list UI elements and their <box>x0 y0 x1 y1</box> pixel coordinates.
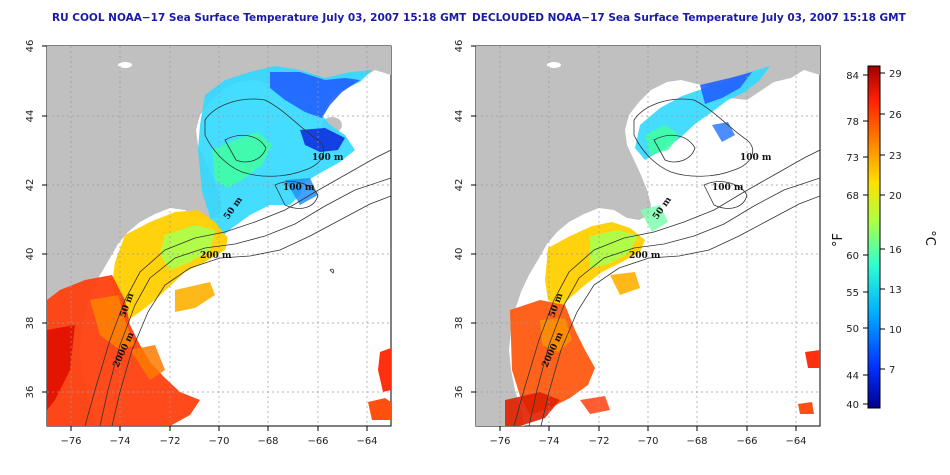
x-tick-label: −64 <box>785 436 806 447</box>
c-tick-label: 29 <box>889 69 902 80</box>
left-map-panel: 100 m 100 m 50 m 200 m 50 m 2000 m −76 −… <box>25 40 392 447</box>
contour-label: 100 m <box>312 153 344 163</box>
right-panel-title: DECLOUDED NOAA−17 Sea Surface Temperatur… <box>472 12 907 24</box>
y-tick-label: 44 <box>454 110 465 123</box>
bathymetry-contours <box>84 98 391 426</box>
sst-gulf-of-maine <box>198 66 372 238</box>
x-tick-label: −66 <box>736 436 757 447</box>
colorbar-gradient <box>867 65 881 409</box>
f-tick-label: 60 <box>846 251 859 262</box>
y-tick-label: 36 <box>454 386 465 399</box>
y-tick-label: 46 <box>25 40 36 53</box>
contour-label: 100 m <box>712 183 744 193</box>
f-tick-label: 50 <box>846 324 859 335</box>
y-tick-label: 36 <box>25 386 36 399</box>
f-tick-label: 68 <box>846 191 859 202</box>
left-panel-title: RU COOL NOAA−17 Sea Surface Temperature … <box>52 12 467 24</box>
y-tick-label: 46 <box>454 40 465 53</box>
c-tick-label: 23 <box>889 151 902 162</box>
x-tick-label: −70 <box>637 436 658 447</box>
contour-label: 100 m <box>740 153 772 163</box>
right-map-panel: 100 m 100 m 50 m 200 m 50 m 2000 m −76 −… <box>454 40 821 447</box>
f-tick-label: 40 <box>846 400 859 411</box>
c-tick-label: 26 <box>889 110 902 121</box>
celsius-unit-label: °C <box>922 230 937 246</box>
y-tick-label: 40 <box>454 248 465 261</box>
c-tick-label: 7 <box>889 365 895 376</box>
x-tick-label: −72 <box>588 436 609 447</box>
c-tick-label: 20 <box>889 191 902 202</box>
sst-south <box>47 275 200 426</box>
f-tick-label: 78 <box>846 117 859 128</box>
y-tick-label: 44 <box>25 110 36 123</box>
bathymetry-contours <box>513 98 820 426</box>
x-tick-label: −64 <box>356 436 377 447</box>
x-tick-label: −74 <box>109 436 130 447</box>
y-tick-label: 42 <box>454 179 465 192</box>
x-tick-label: −74 <box>538 436 559 447</box>
fahrenheit-unit-label: °F <box>831 233 846 247</box>
y-tick-label: 38 <box>25 317 36 330</box>
sst-south <box>510 300 595 415</box>
x-tick-label: −66 <box>307 436 328 447</box>
f-tick-label: 55 <box>846 288 859 299</box>
x-tick-label: −76 <box>60 436 81 447</box>
c-tick-label: 16 <box>889 245 902 256</box>
y-tick-label: 40 <box>25 248 36 261</box>
y-tick-label: 42 <box>25 179 36 192</box>
land-mass <box>47 46 391 426</box>
x-tick-label: −68 <box>686 436 707 447</box>
x-tick-label: −68 <box>257 436 278 447</box>
contour-label: 200 m <box>629 251 661 261</box>
colorbar: 84 78 73 68 60 55 50 44 40 29 26 23 20 1… <box>831 65 937 411</box>
land-mass <box>476 46 820 426</box>
c-tick-label: 13 <box>889 285 902 296</box>
x-tick-label: −72 <box>159 436 180 447</box>
x-tick-label: −70 <box>208 436 229 447</box>
f-tick-label: 84 <box>846 71 859 82</box>
y-tick-label: 38 <box>454 317 465 330</box>
x-tick-label: −76 <box>489 436 510 447</box>
f-tick-label: 44 <box>846 371 859 382</box>
contour-label: 200 m <box>200 251 232 261</box>
c-tick-label: 10 <box>889 325 902 336</box>
f-tick-label: 73 <box>846 153 859 164</box>
contour-label: 100 m <box>283 183 315 193</box>
